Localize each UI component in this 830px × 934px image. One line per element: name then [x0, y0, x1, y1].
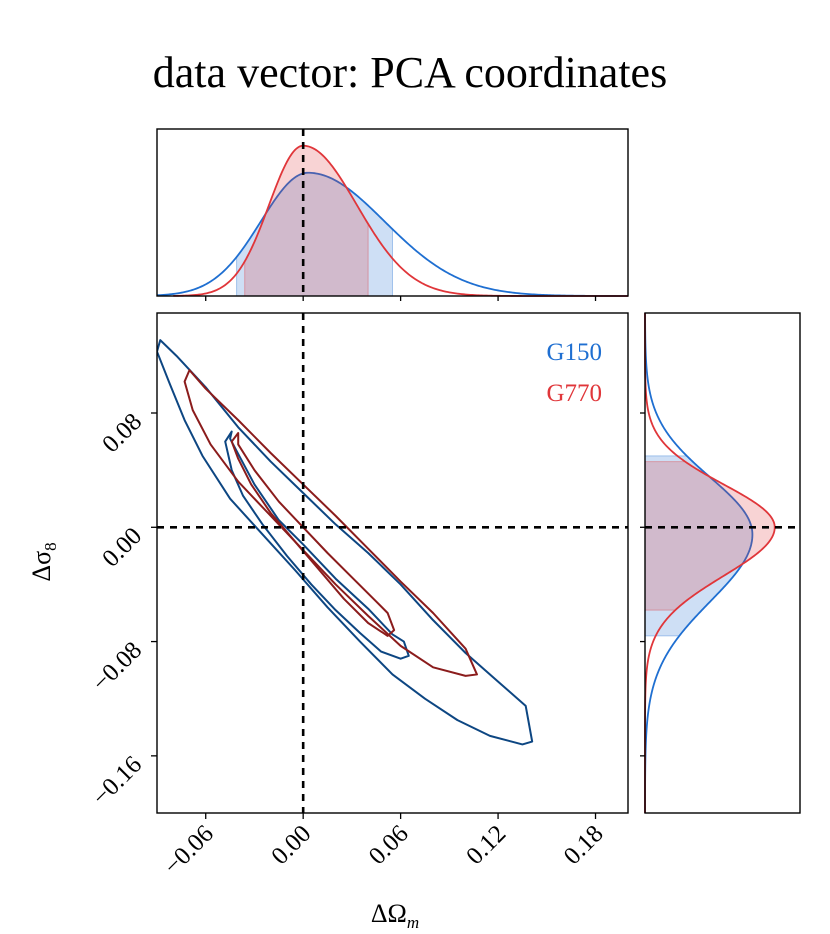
top-panel-frame [156, 128, 629, 297]
contour-g770-inner [230, 432, 396, 637]
side-panel-frame [644, 312, 801, 814]
side-marginal-panel [644, 312, 801, 814]
x-tick-label: 0.06 [364, 820, 414, 870]
x-axis-label: ΔΩm [371, 899, 419, 932]
x-tick-label: 0.18 [559, 820, 609, 870]
y-tick-label: −0.08 [87, 637, 147, 697]
chart-title: data vector: PCA coordinates [153, 48, 667, 97]
contour-g150-outer [157, 339, 534, 746]
y-tick-label: 0.00 [97, 522, 147, 572]
main-panel-frame [156, 312, 629, 814]
joint-contour-panel [156, 312, 629, 814]
legend-entry-g770: G770 [546, 380, 602, 407]
y-tick-label: −0.16 [87, 751, 147, 811]
contour-g770-outer [183, 369, 478, 677]
top-marginal-panel [156, 128, 629, 297]
legend-entry-g150: G150 [546, 339, 602, 366]
x-tick-label: −0.06 [159, 820, 219, 880]
x-tick-label: 0.12 [461, 820, 511, 870]
y-tick-label: 0.08 [97, 408, 147, 458]
y-axis-label: Δσ8 [27, 542, 60, 581]
x-tick-label: 0.00 [266, 820, 316, 870]
